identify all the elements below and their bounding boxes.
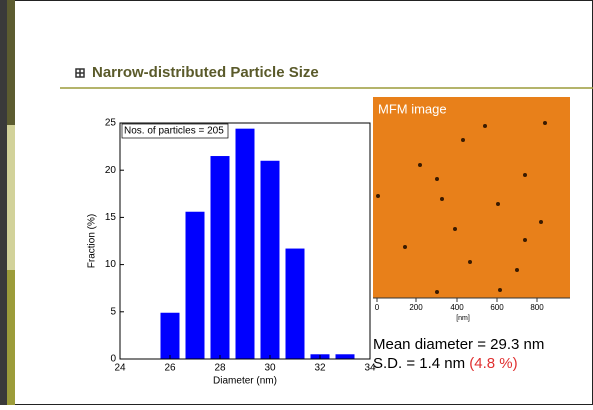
sd-text: S.D. = 1.4 nm (4.8 %) bbox=[373, 355, 518, 372]
y-tick-label: 10 bbox=[105, 259, 117, 270]
mfm-image bbox=[373, 97, 570, 298]
image-tick-label: 800 bbox=[530, 303, 544, 312]
sd: S.D. = 1.4 nm bbox=[373, 355, 465, 372]
image-tick-label: 0 bbox=[375, 303, 380, 312]
x-tick-label: 26 bbox=[164, 363, 176, 374]
bar bbox=[335, 354, 355, 359]
bar bbox=[235, 128, 255, 359]
image-tick-label: 400 bbox=[450, 303, 464, 312]
x-tick-label: 24 bbox=[114, 363, 126, 374]
y-axis-label: Fraction (%) bbox=[87, 214, 98, 268]
x-tick-label: 32 bbox=[314, 363, 326, 374]
side-band bbox=[7, 0, 15, 125]
bar bbox=[260, 160, 280, 359]
bar bbox=[160, 312, 180, 359]
plot-frame bbox=[119, 122, 371, 360]
bullet-icon bbox=[75, 68, 85, 78]
annotation-box bbox=[121, 123, 229, 139]
mfm-dots bbox=[376, 121, 547, 294]
sd-pct: (4.8 %) bbox=[469, 355, 517, 372]
annotation: Nos. of particles = 205 bbox=[124, 126, 224, 137]
side-band bbox=[7, 270, 15, 405]
bar bbox=[185, 211, 205, 359]
bar bbox=[285, 248, 305, 359]
side-strip bbox=[0, 0, 7, 405]
x-tick-label: 34 bbox=[364, 363, 376, 374]
y-tick-label: 5 bbox=[110, 306, 116, 317]
bar bbox=[210, 156, 230, 359]
image-unit: [nm] bbox=[456, 315, 470, 322]
y-tick-label: 20 bbox=[105, 165, 117, 176]
y-tick-label: 15 bbox=[105, 212, 117, 223]
image-label: MFM image bbox=[378, 101, 447, 116]
mean-text: Mean diameter = 29.3 nm bbox=[373, 336, 544, 353]
side-band bbox=[7, 125, 15, 270]
slide-title: Narrow-distributed Particle Size bbox=[92, 64, 319, 81]
x-tick-label: 30 bbox=[264, 363, 276, 374]
image-tick-label: 600 bbox=[490, 303, 504, 312]
image-tick-label: 200 bbox=[409, 303, 423, 312]
x-axis-label: Diameter (nm) bbox=[213, 376, 277, 387]
y-tick-label: 0 bbox=[110, 354, 116, 365]
x-tick-label: 28 bbox=[214, 363, 226, 374]
y-tick-label: 25 bbox=[105, 118, 117, 129]
